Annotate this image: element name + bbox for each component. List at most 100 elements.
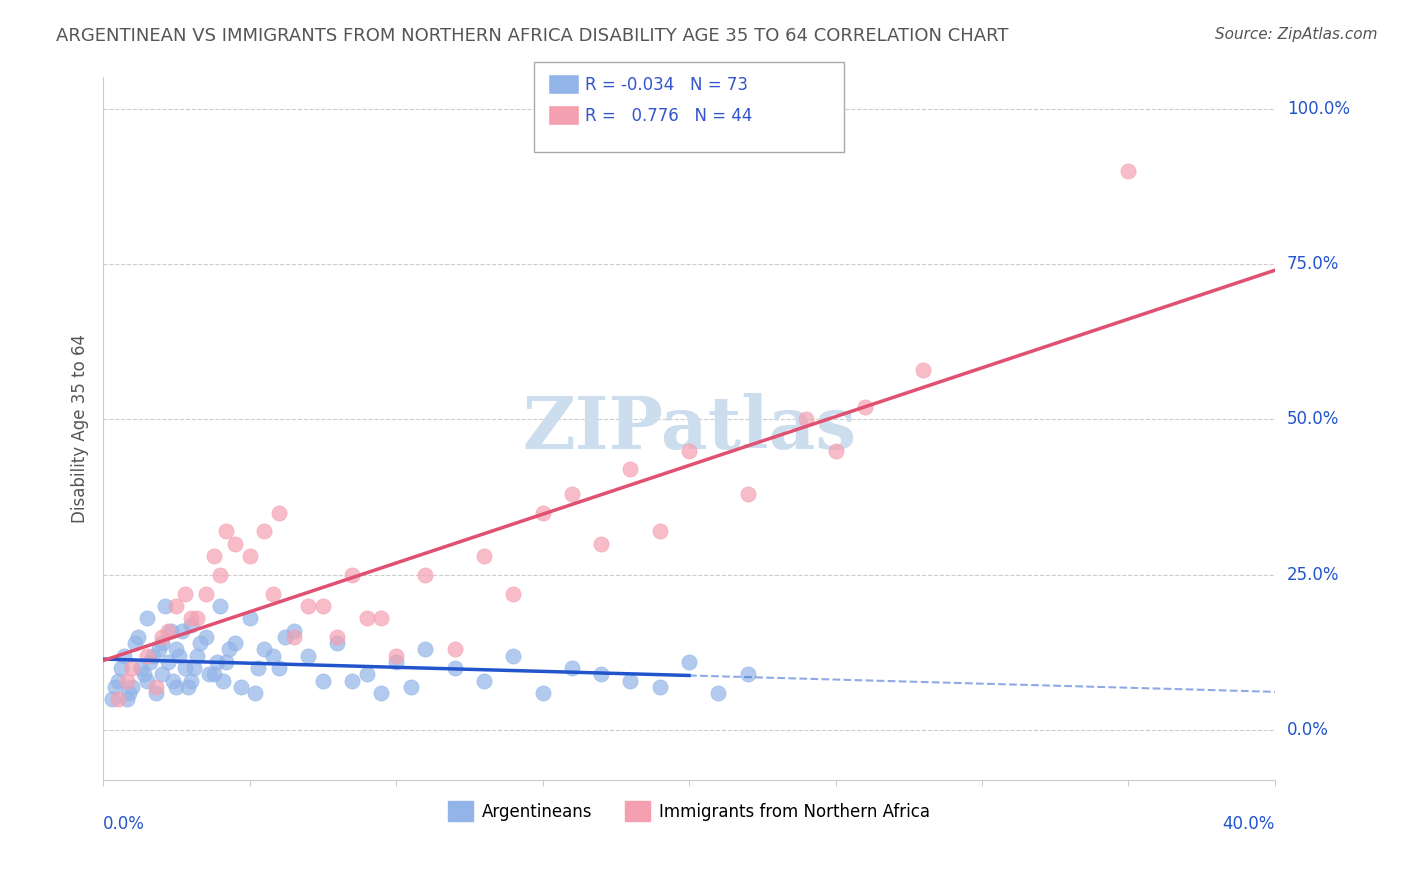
Text: 75.0%: 75.0% <box>1286 255 1339 273</box>
Point <box>136 673 159 688</box>
Point <box>312 673 335 688</box>
Point <box>262 586 284 600</box>
Point <box>561 661 583 675</box>
Point <box>297 648 319 663</box>
Point <box>209 567 232 582</box>
Point <box>153 599 176 613</box>
Point <box>186 648 208 663</box>
Point <box>385 648 408 663</box>
Point <box>415 642 437 657</box>
Point <box>104 680 127 694</box>
Point <box>297 599 319 613</box>
Point <box>194 586 217 600</box>
Point <box>148 642 170 657</box>
Point <box>204 549 226 564</box>
Point <box>136 648 159 663</box>
Point <box>283 624 305 638</box>
Text: 25.0%: 25.0% <box>1286 566 1339 584</box>
Point <box>1118 163 1140 178</box>
Point <box>180 611 202 625</box>
Point <box>212 673 235 688</box>
Point <box>156 624 179 638</box>
Point <box>340 673 363 688</box>
Point <box>124 636 146 650</box>
Point <box>443 661 465 675</box>
Text: 100.0%: 100.0% <box>1286 100 1350 118</box>
Point <box>121 680 143 694</box>
Point <box>239 611 262 625</box>
Text: ARGENTINEAN VS IMMIGRANTS FROM NORTHERN AFRICA DISABILITY AGE 35 TO 64 CORRELATI: ARGENTINEAN VS IMMIGRANTS FROM NORTHERN … <box>56 27 1008 45</box>
Point <box>502 648 524 663</box>
Point <box>174 586 197 600</box>
Point <box>912 362 935 376</box>
Text: ZIPatlas: ZIPatlas <box>522 393 856 464</box>
Point <box>648 524 671 539</box>
Point <box>204 667 226 681</box>
Point <box>678 655 700 669</box>
Point <box>619 462 641 476</box>
Point <box>215 524 238 539</box>
Point <box>172 624 194 638</box>
Point <box>356 667 378 681</box>
Point <box>245 686 267 700</box>
Point <box>531 686 554 700</box>
Point <box>648 680 671 694</box>
Point <box>472 673 495 688</box>
Point <box>134 667 156 681</box>
Point <box>186 611 208 625</box>
Point <box>253 524 276 539</box>
Point <box>326 636 349 650</box>
Point <box>399 680 422 694</box>
Point <box>150 636 173 650</box>
Point <box>326 630 349 644</box>
Point <box>561 487 583 501</box>
Point <box>737 667 759 681</box>
Point <box>370 686 392 700</box>
Text: Source: ZipAtlas.com: Source: ZipAtlas.com <box>1215 27 1378 42</box>
Point <box>142 648 165 663</box>
Text: R =   0.776   N = 44: R = 0.776 N = 44 <box>585 107 752 125</box>
Point <box>207 655 229 669</box>
Point <box>145 686 167 700</box>
Point <box>139 655 162 669</box>
Point <box>531 506 554 520</box>
Legend: Argentineans, Immigrants from Northern Africa: Argentineans, Immigrants from Northern A… <box>441 794 936 828</box>
Point <box>224 636 246 650</box>
Point <box>262 648 284 663</box>
Point <box>267 506 290 520</box>
Text: 50.0%: 50.0% <box>1286 410 1339 428</box>
Point <box>253 642 276 657</box>
Point <box>197 667 219 681</box>
Point <box>136 611 159 625</box>
Text: 0.0%: 0.0% <box>103 815 145 833</box>
Point <box>129 661 152 675</box>
Point <box>415 567 437 582</box>
Point <box>169 648 191 663</box>
Point <box>218 642 240 657</box>
Point <box>127 630 149 644</box>
Point <box>443 642 465 657</box>
Point <box>150 630 173 644</box>
Point <box>502 586 524 600</box>
Point <box>165 599 187 613</box>
Text: R = -0.034   N = 73: R = -0.034 N = 73 <box>585 76 748 94</box>
Point <box>312 599 335 613</box>
Text: 40.0%: 40.0% <box>1223 815 1275 833</box>
Text: 0.0%: 0.0% <box>1286 722 1329 739</box>
Point <box>110 661 132 675</box>
Point <box>180 617 202 632</box>
Point <box>794 412 817 426</box>
Point <box>224 537 246 551</box>
Point <box>162 673 184 688</box>
Point <box>118 686 141 700</box>
Point <box>229 680 252 694</box>
Point <box>247 661 270 675</box>
Point <box>165 680 187 694</box>
Point <box>159 624 181 638</box>
Point <box>340 567 363 582</box>
Point <box>283 630 305 644</box>
Point <box>678 443 700 458</box>
Point <box>619 673 641 688</box>
Point <box>274 630 297 644</box>
Point <box>591 537 613 551</box>
